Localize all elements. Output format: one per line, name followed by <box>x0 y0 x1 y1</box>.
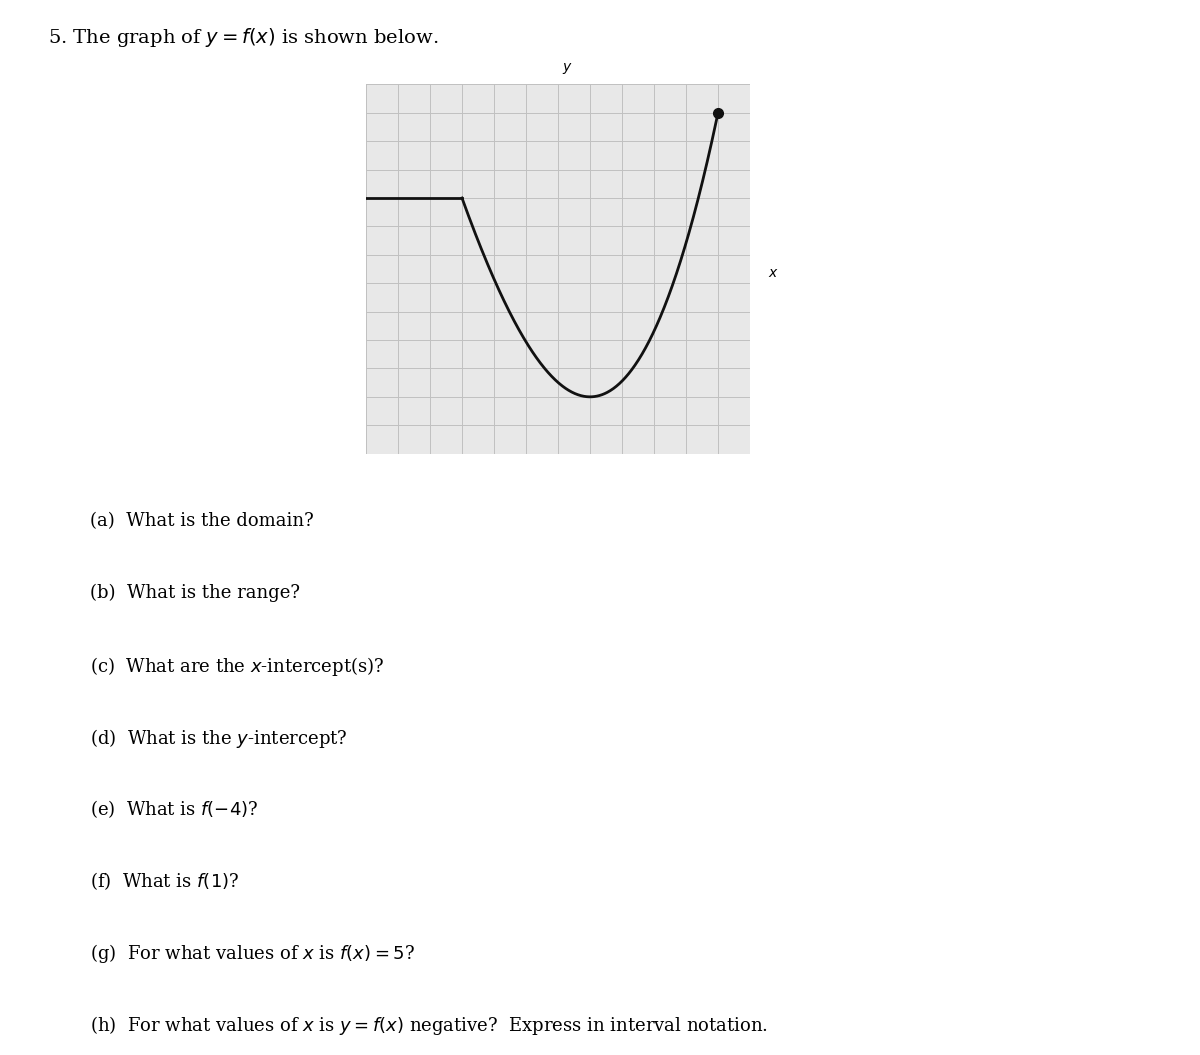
Text: (a)  What is the domain?: (a) What is the domain? <box>90 512 313 530</box>
Text: (b)  What is the range?: (b) What is the range? <box>90 583 300 601</box>
Text: (f)  What is $f(1)$?: (f) What is $f(1)$? <box>90 870 239 893</box>
Text: x: x <box>768 266 776 281</box>
Text: (h)  For what values of $x$ is $y = f(x)$ negative?  Express in interval notatio: (h) For what values of $x$ is $y = f(x)$… <box>90 1014 768 1037</box>
Text: 5. The graph of $y = f(x)$ is shown below.: 5. The graph of $y = f(x)$ is shown belo… <box>48 26 438 50</box>
Text: (e)  What is $f(-4)$?: (e) What is $f(-4)$? <box>90 799 258 821</box>
Text: y: y <box>563 60 571 74</box>
Text: (d)  What is the $y$-intercept?: (d) What is the $y$-intercept? <box>90 727 348 750</box>
Text: (c)  What are the $x$-intercept(s)?: (c) What are the $x$-intercept(s)? <box>90 655 384 678</box>
Text: (g)  For what values of $x$ is $f(x) = 5$?: (g) For what values of $x$ is $f(x) = 5$… <box>90 942 415 965</box>
